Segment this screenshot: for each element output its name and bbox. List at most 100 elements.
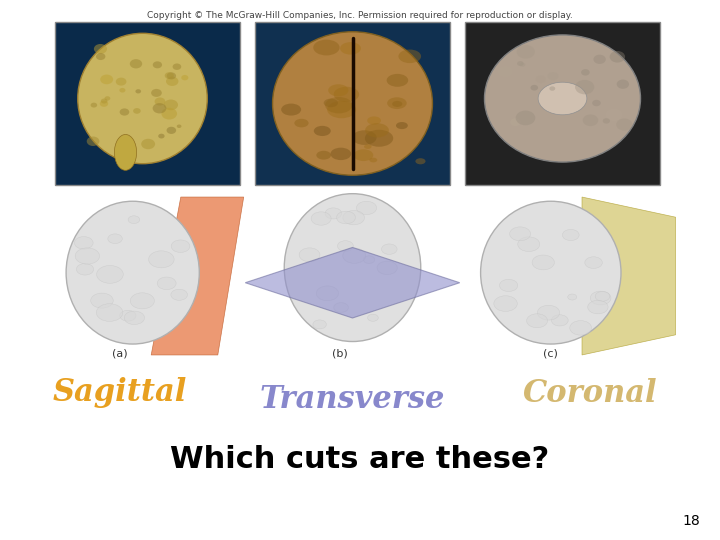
Ellipse shape <box>582 114 598 126</box>
Ellipse shape <box>356 201 377 214</box>
Ellipse shape <box>365 130 393 147</box>
Ellipse shape <box>181 75 189 80</box>
Ellipse shape <box>333 87 359 102</box>
Ellipse shape <box>96 266 123 284</box>
Ellipse shape <box>116 78 127 86</box>
Ellipse shape <box>125 311 145 325</box>
Ellipse shape <box>364 144 372 149</box>
Ellipse shape <box>485 35 641 162</box>
Ellipse shape <box>520 63 526 67</box>
Ellipse shape <box>354 149 373 161</box>
Ellipse shape <box>325 208 342 219</box>
Ellipse shape <box>311 212 331 225</box>
Ellipse shape <box>387 97 407 109</box>
Ellipse shape <box>398 50 421 63</box>
Text: Which cuts are these?: Which cuts are these? <box>171 446 549 475</box>
Ellipse shape <box>74 237 93 249</box>
Ellipse shape <box>537 305 559 320</box>
Bar <box>465 22 660 185</box>
Ellipse shape <box>593 55 606 64</box>
Ellipse shape <box>313 320 326 329</box>
Bar <box>55 22 240 185</box>
Ellipse shape <box>330 147 351 160</box>
Ellipse shape <box>128 216 140 224</box>
Ellipse shape <box>104 96 110 100</box>
Ellipse shape <box>538 82 587 115</box>
Ellipse shape <box>324 99 338 107</box>
Ellipse shape <box>163 99 178 110</box>
Ellipse shape <box>387 74 408 87</box>
Ellipse shape <box>567 294 577 300</box>
Ellipse shape <box>590 291 611 305</box>
Ellipse shape <box>352 130 377 145</box>
Ellipse shape <box>100 100 108 107</box>
Ellipse shape <box>96 303 123 321</box>
Ellipse shape <box>120 88 125 92</box>
Ellipse shape <box>592 100 600 106</box>
Ellipse shape <box>155 98 166 105</box>
Ellipse shape <box>517 45 535 59</box>
Ellipse shape <box>78 33 207 164</box>
Ellipse shape <box>517 61 523 66</box>
Ellipse shape <box>532 255 554 270</box>
Ellipse shape <box>284 194 420 341</box>
Ellipse shape <box>510 227 531 241</box>
Ellipse shape <box>161 108 177 119</box>
Ellipse shape <box>101 98 107 104</box>
Ellipse shape <box>498 66 513 77</box>
Ellipse shape <box>415 158 426 164</box>
Ellipse shape <box>531 85 538 91</box>
Ellipse shape <box>367 117 381 125</box>
Ellipse shape <box>581 69 590 76</box>
Ellipse shape <box>130 59 142 69</box>
Ellipse shape <box>570 321 592 335</box>
Ellipse shape <box>130 293 154 309</box>
Ellipse shape <box>606 109 622 121</box>
Ellipse shape <box>135 89 141 93</box>
Ellipse shape <box>313 39 340 56</box>
Ellipse shape <box>157 277 176 289</box>
Ellipse shape <box>500 279 518 292</box>
Ellipse shape <box>114 134 137 170</box>
Ellipse shape <box>343 248 366 264</box>
Ellipse shape <box>516 111 535 125</box>
Ellipse shape <box>173 64 181 70</box>
Bar <box>255 22 450 185</box>
Ellipse shape <box>367 314 378 321</box>
Ellipse shape <box>316 286 338 301</box>
Ellipse shape <box>325 97 353 113</box>
Ellipse shape <box>96 53 105 60</box>
Ellipse shape <box>108 234 122 244</box>
Ellipse shape <box>549 86 555 91</box>
Polygon shape <box>246 247 460 318</box>
Ellipse shape <box>75 248 99 264</box>
Text: (c): (c) <box>543 348 557 358</box>
Ellipse shape <box>125 139 131 144</box>
Ellipse shape <box>76 264 94 275</box>
Ellipse shape <box>177 125 181 128</box>
Ellipse shape <box>585 257 603 268</box>
Polygon shape <box>582 197 675 355</box>
Ellipse shape <box>480 201 621 344</box>
Ellipse shape <box>94 44 107 54</box>
Ellipse shape <box>377 261 397 274</box>
Ellipse shape <box>299 248 320 262</box>
Ellipse shape <box>343 211 364 225</box>
Ellipse shape <box>588 300 608 314</box>
Ellipse shape <box>365 123 389 138</box>
Ellipse shape <box>166 127 176 134</box>
Ellipse shape <box>153 62 162 69</box>
Text: Copyright © The McGraw-Hill Companies, Inc. Permission required for reproduction: Copyright © The McGraw-Hill Companies, I… <box>147 10 573 19</box>
Ellipse shape <box>603 118 610 124</box>
Ellipse shape <box>338 241 354 251</box>
Ellipse shape <box>151 89 162 97</box>
Ellipse shape <box>282 104 301 116</box>
Ellipse shape <box>148 251 174 268</box>
Text: Coronal: Coronal <box>523 377 657 408</box>
Text: Transverse: Transverse <box>259 384 445 415</box>
Ellipse shape <box>547 72 559 80</box>
Ellipse shape <box>340 42 361 55</box>
Ellipse shape <box>91 103 97 107</box>
Ellipse shape <box>167 72 176 79</box>
Ellipse shape <box>120 109 130 116</box>
